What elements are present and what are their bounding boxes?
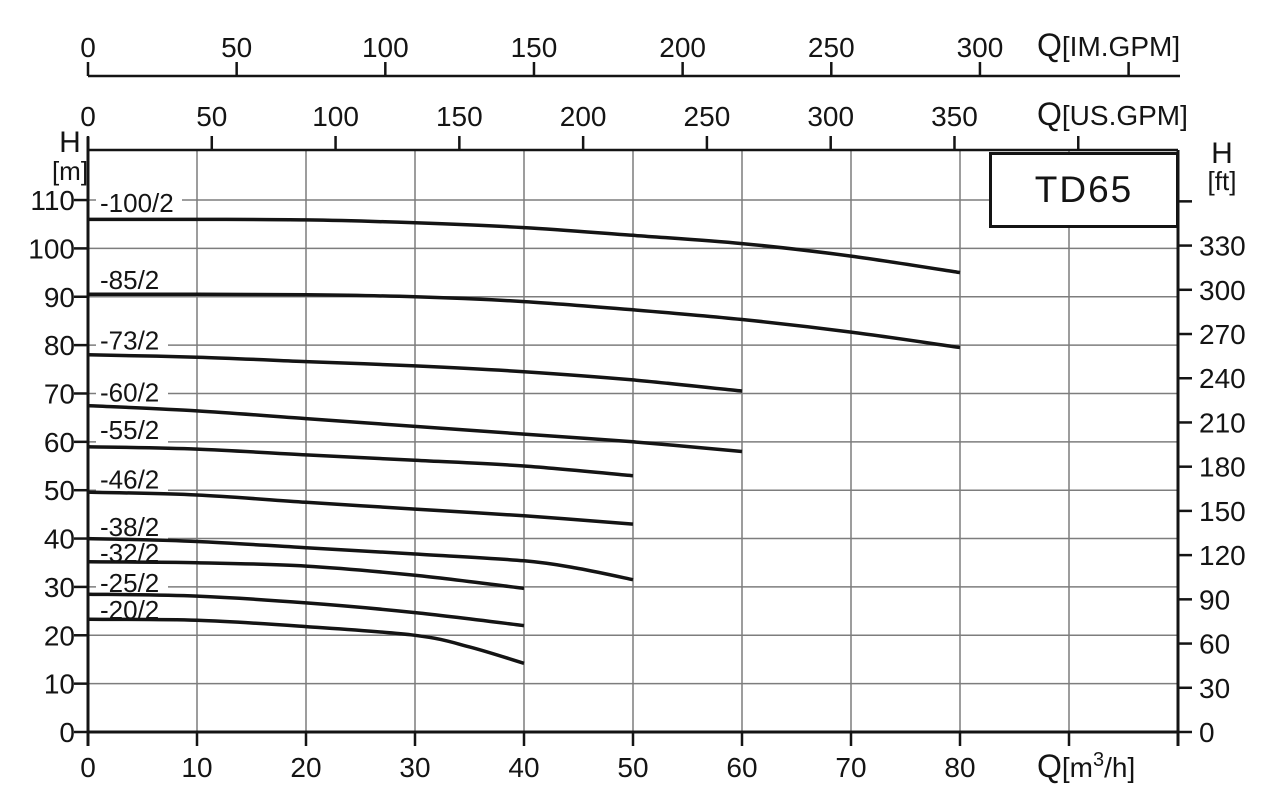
pump-curve-552 — [87, 444, 634, 478]
tick-label-m3h: 20 — [290, 752, 321, 783]
tick-label-m3h: 70 — [835, 752, 866, 783]
pump-curve-382 — [87, 536, 634, 582]
curve-label: -85/2 — [100, 265, 159, 295]
tick-label-meters: 60 — [44, 427, 75, 458]
pump-curve-852 — [88, 292, 961, 350]
tick-label-meters: 10 — [44, 669, 75, 700]
curve-label-mask — [96, 378, 168, 407]
tick-label-im-gpm: 100 — [362, 32, 409, 63]
axis-title-meters: H — [59, 126, 81, 159]
curve-label: -60/2 — [100, 378, 159, 408]
tick-label-m3h: 10 — [181, 752, 212, 783]
tick-label-im-gpm: 50 — [221, 32, 252, 63]
tick-label-us-gpm: 0 — [80, 101, 96, 132]
tick-label-feet: 330 — [1199, 231, 1246, 262]
tick-label-feet: 60 — [1199, 629, 1230, 660]
curve-label: -73/2 — [100, 325, 159, 355]
curve-label-mask — [96, 188, 182, 217]
tick-label-feet: 120 — [1199, 540, 1246, 571]
tick-label-m3h: 50 — [617, 752, 648, 783]
axis-title-us-gpm: Q[US.GPM] — [1037, 96, 1188, 132]
pump-curve-462 — [87, 490, 634, 526]
tick-label-us-gpm: 300 — [807, 101, 854, 132]
tick-label-meters: 0 — [59, 717, 75, 748]
tick-label-feet: 90 — [1199, 584, 1230, 615]
curve-label-mask — [96, 465, 168, 494]
tick-label-meters: 110 — [30, 185, 75, 216]
tick-label-meters: 30 — [44, 572, 75, 603]
pump-curve-202 — [87, 617, 525, 665]
model-label-box: TD65 — [989, 152, 1179, 228]
tick-label-us-gpm: 250 — [684, 101, 731, 132]
curve-label-mask — [96, 569, 168, 598]
axis-unit-meters: [m] — [52, 156, 88, 186]
pump-curve-322 — [87, 560, 525, 591]
tick-label-us-gpm: 100 — [312, 101, 359, 132]
tick-label-meters: 100 — [28, 233, 75, 264]
tick-label-meters: 50 — [44, 475, 75, 506]
tick-label-meters: 70 — [44, 378, 75, 409]
tick-label-m3h: 80 — [944, 752, 975, 783]
tick-label-feet: 180 — [1199, 452, 1246, 483]
pump-curve-602 — [87, 403, 743, 454]
tick-label-meters: 90 — [44, 282, 75, 313]
tick-label-meters: 20 — [44, 620, 75, 651]
axis-title-feet: H — [1211, 137, 1233, 170]
axis-unit-feet: [ft] — [1208, 166, 1237, 196]
curve-label-mask — [96, 265, 168, 294]
tick-label-im-gpm: 250 — [808, 32, 855, 63]
tick-label-m3h: 60 — [726, 752, 757, 783]
axis-title-im-gpm: Q[IM.GPM] — [1037, 27, 1180, 63]
tick-label-us-gpm: 150 — [436, 101, 483, 132]
tick-label-feet: 0 — [1199, 717, 1215, 748]
pump-curve-252 — [87, 592, 525, 628]
tick-label-feet: 270 — [1199, 319, 1246, 350]
curve-label: -38/2 — [100, 512, 159, 542]
tick-label-feet: 150 — [1199, 496, 1246, 527]
curve-label: -55/2 — [100, 415, 159, 445]
tick-label-im-gpm: 200 — [659, 32, 706, 63]
tick-label-feet: 240 — [1199, 363, 1246, 394]
tick-label-us-gpm: 350 — [931, 101, 978, 132]
model-label: TD65 — [1034, 169, 1134, 210]
tick-label-im-gpm: 300 — [957, 32, 1004, 63]
tick-label-m3h: 30 — [399, 752, 430, 783]
curve-label-mask — [96, 512, 168, 541]
tick-label-im-gpm: 0 — [80, 32, 96, 63]
axis-title-m3h: Q[m3/h] — [1037, 748, 1135, 784]
tick-label-m3h: 0 — [80, 752, 96, 783]
tick-label-us-gpm: 200 — [560, 101, 607, 132]
tick-label-m3h: 40 — [508, 752, 539, 783]
pump-curve-1002 — [87, 217, 961, 275]
tick-label-us-gpm: 50 — [196, 101, 227, 132]
tick-label-im-gpm: 150 — [511, 32, 558, 63]
tick-label-feet: 30 — [1199, 673, 1230, 704]
curve-label-mask — [96, 416, 168, 445]
tick-label-feet: 210 — [1199, 407, 1246, 438]
tick-label-feet: 300 — [1199, 275, 1246, 306]
curve-label-mask — [96, 326, 168, 355]
tick-label-meters: 80 — [44, 330, 75, 361]
curve-label: -46/2 — [100, 465, 159, 495]
curve-label: -100/2 — [100, 188, 174, 218]
pump-curve-732 — [87, 353, 743, 393]
tick-label-meters: 40 — [44, 524, 75, 555]
